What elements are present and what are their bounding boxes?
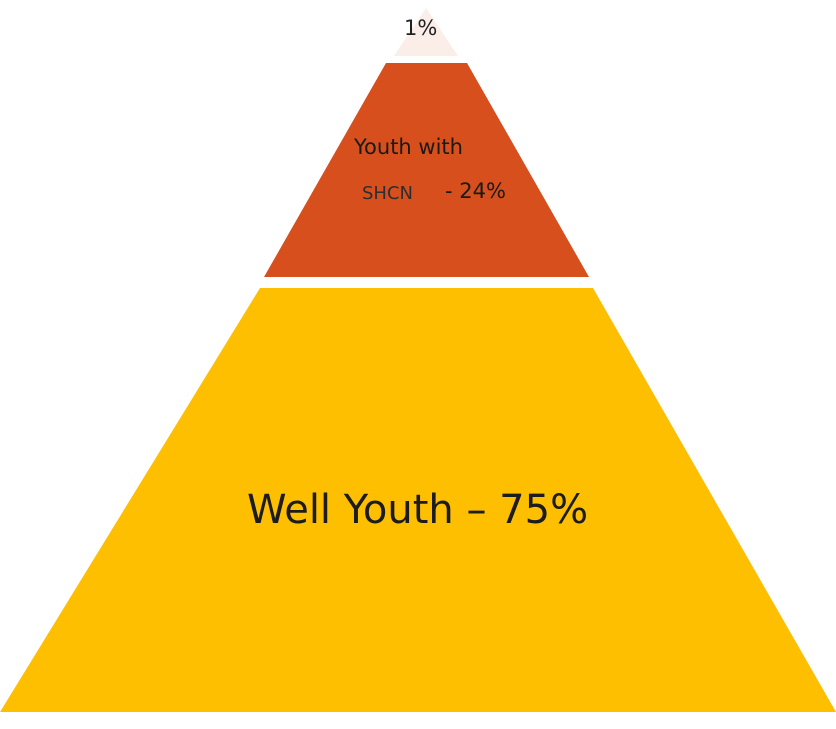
middle-tier-label-line1: Youth with (354, 135, 463, 159)
top-tier-label: 1% (404, 16, 438, 40)
middle-tier-percent-label: - 24% (445, 179, 506, 203)
middle-tier-shcn-label: SHCN (362, 183, 413, 204)
pyramid-top-tier (394, 8, 458, 56)
pyramid-middle-tier (264, 63, 589, 277)
pyramid-base-tier (0, 288, 836, 712)
base-tier-label: Well Youth – 75% (247, 487, 589, 533)
